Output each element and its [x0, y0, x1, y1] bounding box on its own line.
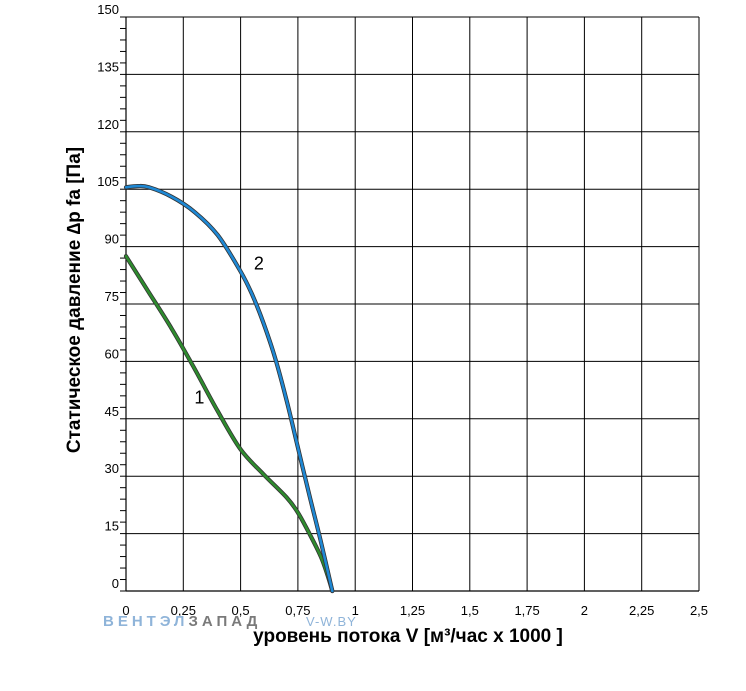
x-tick-label: 1,75 [514, 603, 539, 618]
x-axis-title: уровень потока V [м³/час x 1000 ] [253, 626, 563, 647]
series-lines [123, 183, 335, 594]
y-tick-labels: 0 15 30 45 60 75 90 105 120 135 150 [97, 2, 119, 591]
x-tick-labels: 0 0,25 0,5 0,75 1 1,25 1,5 1,75 2 2,25 2,5 [122, 603, 708, 618]
y-tick-label: 120 [97, 117, 119, 132]
x-tick-label: 0 [122, 603, 129, 618]
grid [125, 16, 700, 592]
x-tick-label: 2,25 [629, 603, 654, 618]
series-2-line [124, 184, 334, 593]
y-minor-ticks [120, 16, 126, 592]
y-tick-label: 105 [97, 174, 119, 189]
x-tick-label: 1,5 [461, 603, 479, 618]
watermark-site: V-W.BY [306, 614, 357, 629]
y-tick-label: 60 [105, 346, 119, 361]
watermark-brand-light: ВЕНТЭЛ [103, 613, 188, 630]
y-tick-label: 135 [97, 59, 119, 74]
series-label-2: 2 [254, 254, 264, 274]
x-tick-label: 0,5 [232, 603, 250, 618]
x-tick-label: 0,25 [171, 603, 196, 618]
y-axis-title: Статическое давление ∆p fa [Па] [64, 147, 85, 453]
y-tick-label: 45 [105, 404, 119, 419]
y-tick-label: 150 [97, 2, 119, 17]
series-label-1: 1 [194, 387, 204, 407]
x-tick-label: 2 [581, 603, 588, 618]
x-tick-label: 0,75 [285, 603, 310, 618]
x-tick-label: 2,5 [690, 603, 708, 618]
y-tick-label: 30 [105, 461, 119, 476]
y-tick-label: 75 [105, 289, 119, 304]
watermark-brand-dark: ЗАПАД [188, 613, 261, 630]
x-tick-label: 1,25 [400, 603, 425, 618]
series-1-line [124, 254, 334, 593]
y-tick-label: 90 [105, 232, 119, 247]
x-tick-label: 1 [352, 603, 359, 618]
y-tick-label: 15 [105, 519, 119, 534]
series-labels: 12 [194, 254, 264, 408]
watermark-brand: ВЕНТЭЛЗАПАД [103, 613, 261, 630]
y-tick-label: 0 [112, 576, 119, 591]
